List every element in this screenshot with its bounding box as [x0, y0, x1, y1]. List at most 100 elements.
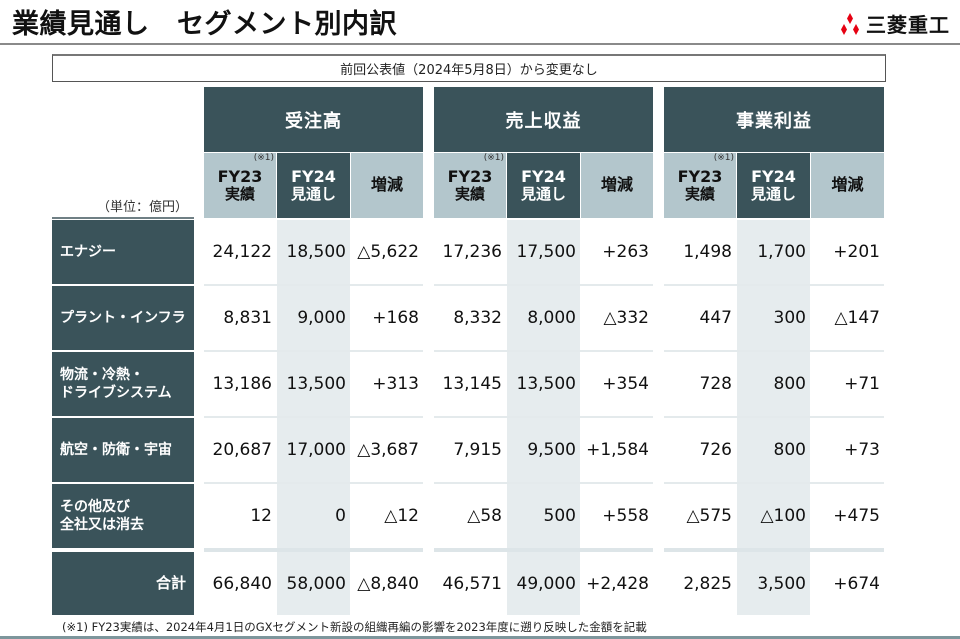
subheader-change: 増減 [351, 153, 423, 218]
cell-business-profit-change: △147 [811, 286, 884, 350]
cell-business-profit-fy24: 300 [737, 286, 810, 350]
subheader-change-label: 増減 [831, 175, 864, 195]
cell-revenue-fy24: 13,500 [507, 352, 580, 416]
subheader-fy23-actual: (※1) FY23 実績 [204, 153, 276, 218]
subheader-fy23-actual: (※1) FY23 実績 [434, 153, 506, 218]
cell-revenue-change: △332 [581, 286, 653, 350]
cell-orders-fy24: 9,000 [277, 286, 350, 350]
cell-business-profit-fy23: 726 [664, 418, 736, 482]
cell-revenue-fy24: 49,000 [507, 552, 580, 615]
subheader-actual-label: 実績 [684, 185, 715, 204]
subheader-forecast-label: 見通し [290, 185, 336, 204]
cell-revenue-change: +2,428 [581, 552, 653, 615]
cell-revenue-fy23: 8,332 [434, 286, 506, 350]
subheader-forecast-label: 見通し [750, 185, 796, 204]
cell-orders-fy24: 17,000 [277, 418, 350, 482]
cell-revenue-fy24: 9,500 [507, 418, 580, 482]
header-divider [0, 43, 960, 45]
row-label-text: 合計 [155, 573, 186, 592]
row-divider [434, 482, 653, 484]
row-divider [664, 416, 884, 418]
row-label-text: その他及び 全社又は消去 [60, 498, 144, 533]
row-label: エナジー [52, 220, 194, 284]
row-label: プラント・インフラ [52, 286, 194, 350]
footnote-marker: (※1) [713, 153, 734, 163]
notice-banner: 前回公表値（2024年5月8日）から変更なし [52, 54, 886, 82]
subheader-fy24-forecast: FY24 見通し [507, 153, 580, 218]
cell-orders-fy24: 0 [277, 484, 350, 548]
cell-orders-fy23: 24,122 [204, 220, 276, 284]
cell-revenue-fy23: △58 [434, 484, 506, 548]
subheader-fy24-forecast: FY24 見通し [737, 153, 810, 218]
cell-business-profit-fy24: 3,500 [737, 552, 810, 615]
cell-orders-change: +313 [351, 352, 423, 416]
row-label-text: 物流・冷熱・ ドライブシステム [60, 366, 172, 401]
row-divider [434, 416, 653, 418]
row-divider [204, 350, 423, 352]
total-divider [434, 548, 653, 552]
group-header-orders: 受注高 [204, 87, 423, 152]
row-divider [204, 284, 423, 286]
row-label-text: エナジー [60, 243, 116, 260]
subheader-change: 増減 [811, 153, 884, 218]
cell-revenue-fy23: 7,915 [434, 418, 506, 482]
cell-business-profit-fy23: 728 [664, 352, 736, 416]
subheader-fy24-label: FY24 [751, 166, 796, 186]
cell-orders-fy24: 58,000 [277, 552, 350, 615]
subheader-fy23-label: FY23 [677, 166, 723, 186]
page-title: 業績見通し セグメント別内訳 [12, 9, 397, 40]
cell-revenue-change: +558 [581, 484, 653, 548]
cell-orders-change: △12 [351, 484, 423, 548]
cell-revenue-change: +263 [581, 220, 653, 284]
row-divider [664, 350, 884, 352]
cell-orders-fy23: 66,840 [204, 552, 276, 615]
subheader-actual-label: 実績 [224, 185, 255, 204]
cell-revenue-fy24: 500 [507, 484, 580, 548]
total-divider [664, 548, 884, 552]
row-label: その他及び 全社又は消去 [52, 484, 194, 548]
footnote: (※1) FY23実績は、2024年4月1日のGXセグメント新設の組織再編の影響… [62, 620, 647, 634]
row-divider [434, 350, 653, 352]
cell-business-profit-fy24: △100 [737, 484, 810, 548]
row-divider [664, 482, 884, 484]
subheader-fy24-forecast: FY24 見通し [277, 153, 350, 218]
bottom-bar [0, 636, 960, 639]
subheader-forecast-label: 見通し [520, 185, 566, 204]
subheader-fy23-label: FY23 [217, 166, 263, 186]
cell-business-profit-fy23: 447 [664, 286, 736, 350]
subheader-actual-label: 実績 [454, 185, 485, 204]
subheader-change-label: 増減 [370, 175, 403, 195]
cell-business-profit-fy24: 800 [737, 418, 810, 482]
total-divider [204, 548, 423, 552]
cell-orders-change: △3,687 [351, 418, 423, 482]
company-logo: 三菱重工 [838, 9, 950, 38]
cell-orders-fy23: 13,186 [204, 352, 276, 416]
row-divider [204, 416, 423, 418]
subheader-change-label: 増減 [600, 175, 633, 195]
unit-label: （単位：億円） [96, 200, 188, 215]
subheader-fy23-actual: (※1) FY23 実績 [664, 153, 736, 218]
row-label-text: プラント・インフラ [60, 309, 186, 326]
subheader-fy23-label: FY23 [447, 166, 493, 186]
row-divider [204, 482, 423, 484]
cell-revenue-fy24: 8,000 [507, 286, 580, 350]
cell-orders-fy23: 8,831 [204, 286, 276, 350]
subheader-change: 増減 [581, 153, 653, 218]
cell-business-profit-fy24: 1,700 [737, 220, 810, 284]
cell-revenue-fy23: 13,145 [434, 352, 506, 416]
row-divider [434, 284, 653, 286]
cell-orders-change: +168 [351, 286, 423, 350]
cell-business-profit-change: +73 [811, 418, 884, 482]
footnote-marker: (※1) [253, 153, 274, 163]
row-label-total: 合計 [52, 552, 194, 615]
cell-business-profit-change: +201 [811, 220, 884, 284]
cell-business-profit-fy23: △575 [664, 484, 736, 548]
cell-revenue-change: +1,584 [581, 418, 653, 482]
cell-revenue-change: +354 [581, 352, 653, 416]
cell-orders-change: △8,840 [351, 552, 423, 615]
cell-business-profit-fy24: 800 [737, 352, 810, 416]
cell-business-profit-change: +475 [811, 484, 884, 548]
subheader-fy24-label: FY24 [521, 166, 566, 186]
cell-revenue-fy23: 17,236 [434, 220, 506, 284]
row-label-text: 航空・防衛・宇宙 [60, 441, 172, 458]
